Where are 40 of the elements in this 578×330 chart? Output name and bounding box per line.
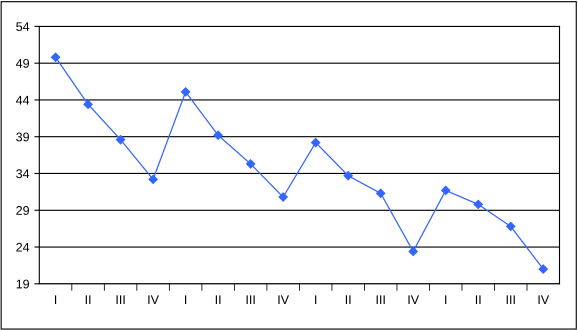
point: [441, 186, 450, 196]
y-tick-label: 19: [16, 280, 29, 288]
x-tick-label: IV: [278, 295, 289, 304]
y-tick-label: 39: [16, 132, 29, 142]
point: [538, 264, 548, 274]
x-tick-label: II: [476, 295, 481, 304]
y-tick-label: 29: [16, 206, 29, 215]
point: [311, 138, 320, 148]
x-tick-label: I: [315, 295, 316, 304]
point: [474, 200, 483, 209]
y-tick-label: 54: [16, 22, 30, 32]
point: [344, 171, 353, 180]
point: [278, 192, 288, 202]
x-tick-label: IV: [408, 295, 420, 304]
point: [83, 100, 93, 109]
point: [50, 52, 60, 62]
x-tick-label: II: [86, 295, 90, 304]
x-tick-label: III: [376, 295, 385, 304]
y-tick-label: 49: [16, 58, 29, 68]
point: [116, 135, 126, 144]
x-tick-label: I: [445, 295, 446, 304]
y-tick-label: 24: [16, 242, 30, 252]
x-tick-label: III: [116, 295, 125, 304]
y-tick-label: 34: [16, 169, 30, 178]
point: [214, 130, 223, 140]
x-tick-label: II: [216, 295, 220, 304]
point: [148, 174, 158, 184]
x-tick-label: IV: [538, 295, 550, 304]
x-tick-label: I: [54, 295, 56, 304]
x-tick-label: III: [506, 295, 515, 304]
point: [408, 246, 418, 256]
point: [376, 188, 386, 198]
point: [506, 222, 516, 232]
y-tick-label: 44: [16, 96, 30, 104]
x-tick-label: II: [346, 295, 350, 304]
x-tick-label: III: [246, 295, 255, 304]
x-tick-label: I: [185, 295, 186, 304]
point: [246, 159, 256, 169]
point: [180, 87, 190, 96]
x-tick-label: IV: [148, 295, 159, 304]
